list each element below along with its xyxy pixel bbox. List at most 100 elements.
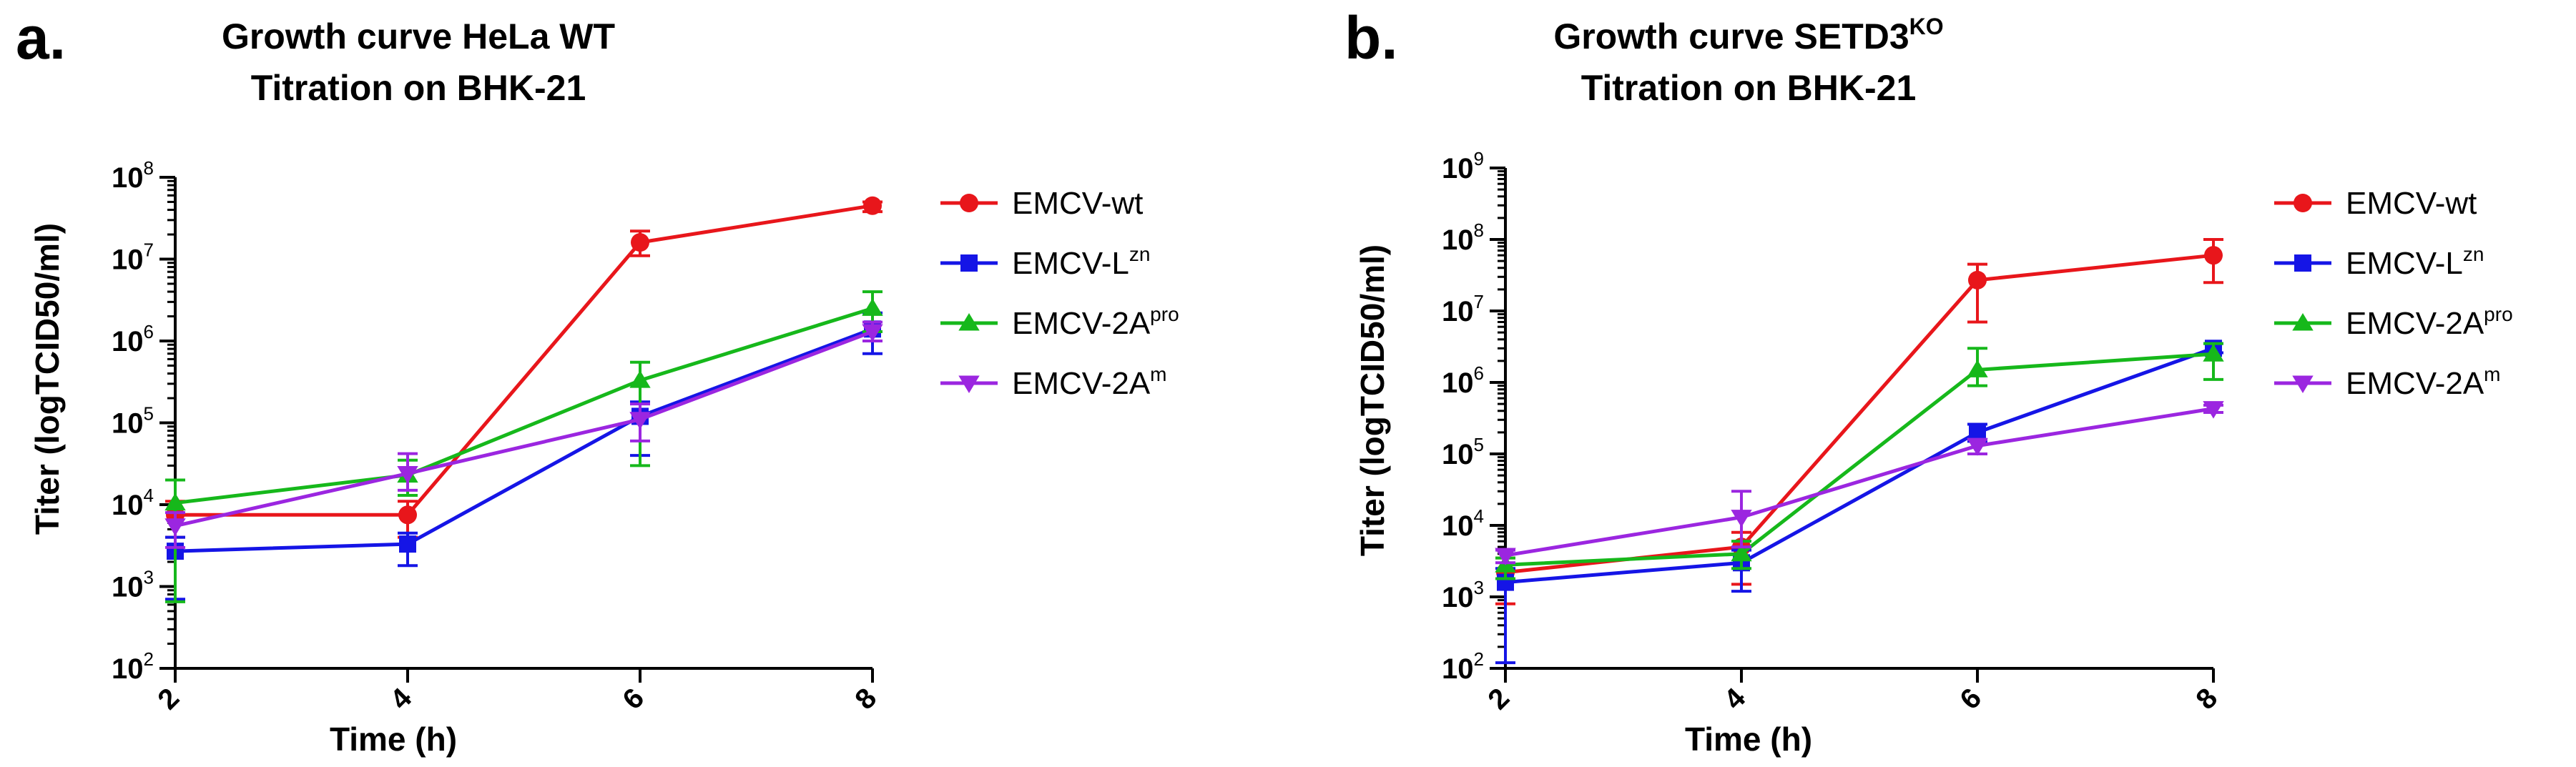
panel-b-legend-marker bbox=[2292, 375, 2314, 393]
panel-b-point-EMCV-2Am bbox=[1731, 510, 1752, 528]
panel-a-x-ticks: 2 4 6 8 bbox=[152, 668, 883, 716]
panel-b-point-EMCV-wt bbox=[1968, 270, 1987, 290]
panel-a-point-EMCV-2Apro bbox=[862, 298, 883, 316]
panel-b-x-axis-label: Time (h) bbox=[1685, 721, 1812, 758]
panel-b-legend-label: EMCV-2Am bbox=[2346, 363, 2501, 401]
panel-b-legend-label: EMCV-Lzn bbox=[2346, 243, 2484, 281]
panel-a-axes bbox=[174, 177, 872, 670]
panel-b-point-EMCV-wt bbox=[2204, 246, 2223, 265]
panel-a-point-EMCV-2Apro bbox=[164, 493, 186, 511]
panel-b-y-tick-label: 103 bbox=[1442, 577, 1484, 613]
panel-b-x-ticks: 2 4 6 8 bbox=[1482, 668, 2223, 716]
panel-b-y-tick-label: 105 bbox=[1442, 434, 1484, 470]
panel-b-point-EMCV-2Apro bbox=[2203, 344, 2224, 362]
panel-a-point-EMCV-2Am bbox=[629, 412, 651, 430]
panel-a-y-tick-label: 108 bbox=[112, 157, 154, 194]
panel-b-y-tick-label: 106 bbox=[1442, 362, 1484, 399]
panel-a-x-tick-label: 2 bbox=[152, 682, 185, 716]
panel-a-legend: EMCV-wt EMCV-Lzn EMCV-2Apro EMCV-2Am bbox=[940, 186, 1179, 401]
panel-b-legend-marker bbox=[2292, 313, 2314, 331]
panel-a-x-tick-label: 6 bbox=[616, 682, 650, 716]
panel-a-legend-marker bbox=[960, 254, 978, 272]
panel-b-title-line2: Titration on BHK-21 bbox=[1581, 68, 1917, 108]
panel-b-y-axis-label: Titer (logTCID50/ml) bbox=[1354, 244, 1391, 556]
panel-b-legend-label: EMCV-2Apro bbox=[2346, 303, 2513, 341]
panel-b-point-EMCV-2Am bbox=[1967, 438, 1988, 456]
panel-b-y-ticks: 102 103 104 105 106 107 108 109 bbox=[1442, 148, 1505, 685]
panel-b-x-tick-label: 6 bbox=[1954, 682, 1987, 716]
panel-a-y-tick-label: 104 bbox=[112, 485, 154, 521]
panel-a-legend-marker bbox=[958, 313, 980, 331]
panel-a-title-line2: Titration on BHK-21 bbox=[251, 68, 586, 108]
panel-a-point-EMCV-wt bbox=[631, 233, 649, 252]
panel-b-line-EMCV-wt bbox=[1505, 253, 2214, 575]
panel-a-y-ticks: 102 103 104 105 106 107 108 bbox=[112, 157, 175, 685]
panel-b-legend: EMCV-wt EMCV-Lzn EMCV-2Apro EMCV-2Am bbox=[2274, 186, 2513, 401]
panel-b-x-tick-label: 8 bbox=[2190, 682, 2223, 716]
panel-a-series-EMCV-wt bbox=[165, 196, 883, 539]
panel-a-y-tick-label: 102 bbox=[112, 648, 154, 685]
panel-a-legend-label: EMCV-Lzn bbox=[1012, 243, 1150, 281]
panel-b-y-tick-label: 107 bbox=[1442, 291, 1484, 327]
panel-b: b. Growth curve SETD3KO Titration on BHK… bbox=[1344, 4, 2513, 758]
panel-a-legend-label: EMCV-2Apro bbox=[1012, 303, 1179, 341]
panel-letter-b: b. bbox=[1344, 4, 1398, 71]
panel-a-x-tick-label: 4 bbox=[384, 682, 418, 716]
panel-a-legend-item-EMCV-Lzn: EMCV-Lzn bbox=[940, 243, 1150, 281]
panel-a: a. Growth curve HeLa WT Titration on BHK… bbox=[16, 4, 1179, 758]
panel-b-legend-item-EMCV-2Am: EMCV-2Am bbox=[2274, 363, 2501, 401]
panel-b-x-tick-label: 4 bbox=[1718, 682, 1751, 716]
panel-a-series-EMCV-Lzn bbox=[165, 311, 883, 601]
panel-b-point-EMCV-2Apro bbox=[1967, 360, 1988, 377]
panel-b-series bbox=[1495, 238, 2224, 665]
panel-b-series-EMCV-Lzn bbox=[1495, 340, 2223, 665]
panel-b-y-tick-label: 102 bbox=[1442, 648, 1484, 685]
panel-a-point-EMCV-wt bbox=[863, 196, 882, 215]
panel-b-y-tick-label: 109 bbox=[1442, 148, 1484, 184]
panel-a-y-tick-label: 103 bbox=[112, 567, 154, 603]
panel-a-point-EMCV-Lzn bbox=[399, 535, 416, 553]
panel-b-point-EMCV-2Am bbox=[2203, 401, 2224, 419]
panel-b-line-EMCV-2Am bbox=[1505, 407, 2214, 558]
panel-b-series-EMCV-wt bbox=[1495, 238, 2223, 605]
panel-a-line-EMCV-2Am bbox=[174, 330, 873, 528]
panel-a-line-EMCV-wt bbox=[175, 204, 873, 517]
panel-b-legend-label: EMCV-wt bbox=[2346, 186, 2477, 221]
panel-b-series-EMCV-2Apro bbox=[1495, 342, 2224, 580]
panel-a-y-tick-label: 106 bbox=[112, 321, 154, 357]
panel-b-line-EMCV-2Apro bbox=[1505, 352, 2214, 567]
panel-a-legend-label: EMCV-2Am bbox=[1012, 363, 1167, 401]
panel-a-y-tick-label: 107 bbox=[112, 239, 154, 276]
panel-b-series-EMCV-2Am bbox=[1495, 401, 2224, 566]
panel-a-legend-marker bbox=[960, 194, 978, 212]
panel-b-legend-item-EMCV-Lzn: EMCV-Lzn bbox=[2274, 243, 2484, 281]
panel-b-line-EMCV-Lzn bbox=[1505, 346, 2214, 585]
panel-b-legend-marker bbox=[2294, 194, 2312, 212]
panel-b-title-line1: Growth curve SETD3KO bbox=[1553, 14, 1943, 56]
panel-a-point-EMCV-2Am bbox=[164, 518, 186, 536]
panel-a-y-axis-label: Titer (logTCID50/ml) bbox=[29, 223, 66, 535]
panel-b-y-tick-label: 108 bbox=[1442, 219, 1484, 256]
panel-a-line-EMCV-2Apro bbox=[174, 307, 873, 505]
panel-letter-a: a. bbox=[16, 4, 66, 71]
panel-a-series-EMCV-2Am bbox=[164, 320, 883, 549]
panel-a-x-axis-label: Time (h) bbox=[330, 721, 457, 758]
panel-b-point-EMCV-2Apro bbox=[1731, 543, 1752, 562]
panel-a-legend-item-EMCV-2Apro: EMCV-2Apro bbox=[940, 303, 1179, 341]
panel-a-legend-marker bbox=[958, 375, 980, 393]
panel-b-legend-marker bbox=[2294, 254, 2311, 272]
panel-a-line-EMCV-Lzn bbox=[174, 327, 873, 553]
panel-a-legend-item-EMCV-2Am: EMCV-2Am bbox=[940, 363, 1167, 401]
panel-a-point-EMCV-wt bbox=[398, 505, 417, 525]
panel-a-legend-label: EMCV-wt bbox=[1012, 186, 1143, 221]
panel-a-point-EMCV-2Apro bbox=[629, 370, 651, 388]
panel-b-y-tick-label: 104 bbox=[1442, 505, 1484, 542]
panel-b-axes bbox=[1504, 168, 2213, 670]
panel-b-point-EMCV-2Am bbox=[1495, 548, 1516, 566]
panel-b-x-tick-label: 2 bbox=[1482, 682, 1515, 716]
panel-b-legend-item-EMCV-2Apro: EMCV-2Apro bbox=[2274, 303, 2513, 341]
panel-a-point-EMCV-2Am bbox=[862, 324, 883, 342]
panel-a-series bbox=[164, 196, 883, 603]
panel-a-x-tick-label: 8 bbox=[849, 682, 883, 716]
